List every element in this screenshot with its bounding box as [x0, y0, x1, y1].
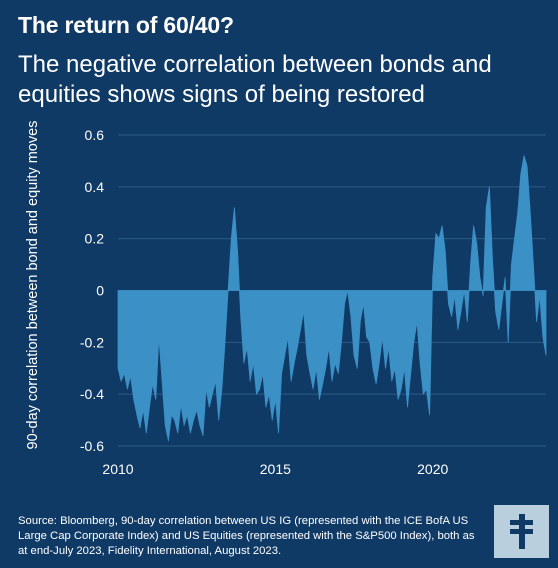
y-tick-label: -0.6	[80, 438, 104, 454]
x-tick-label: 2015	[260, 461, 291, 477]
y-tick-label: -0.4	[80, 386, 104, 402]
y-tick-label: -0.2	[80, 334, 104, 350]
y-tick-label: 0.2	[85, 231, 105, 247]
chart-subtitle: The negative correlation between bonds a…	[18, 51, 492, 108]
fidelity-logo	[494, 505, 549, 558]
fidelity-logo-icon	[510, 514, 533, 549]
chart-title: The return of 60/40?	[18, 12, 234, 38]
correlation-area-series	[117, 155, 547, 442]
correlation-area-chart: 0.6 0.4 0.2 0 -0.2 -0.4 -0.6 2010 2015 2020	[80, 127, 547, 477]
source-note: Source: Bloomberg, 90-day correlation be…	[18, 515, 475, 557]
y-tick-label: 0	[96, 283, 104, 299]
y-tick-label: 0.6	[85, 127, 105, 143]
x-tick-label: 2010	[102, 461, 133, 477]
y-tick-label: 0.4	[85, 179, 105, 195]
x-tick-label: 2020	[417, 461, 448, 477]
